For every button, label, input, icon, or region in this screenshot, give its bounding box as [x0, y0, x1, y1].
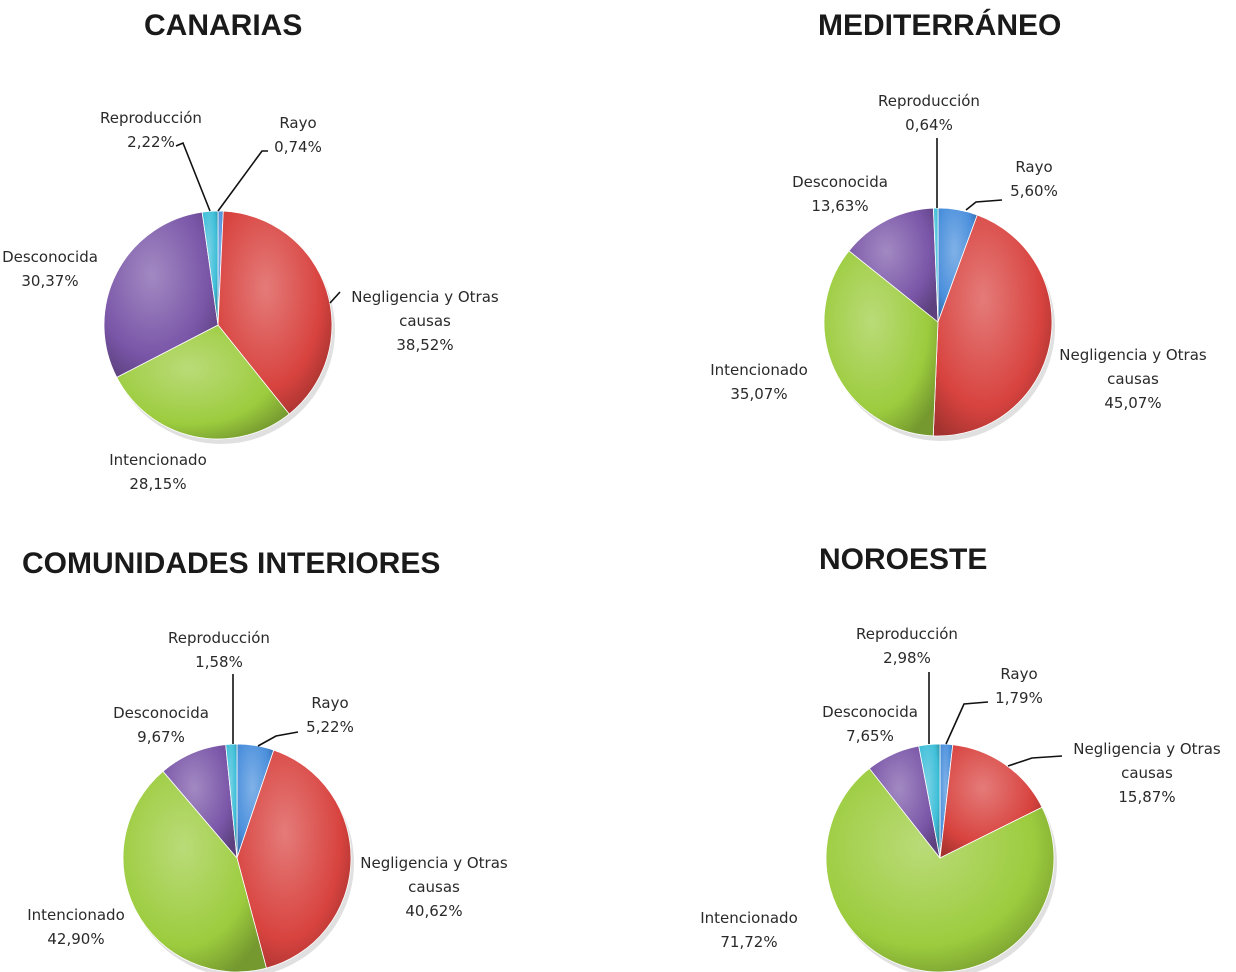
- slice-label-negligencia-y-otras-causas: Negligencia y Otras causas 40,62%: [360, 854, 508, 920]
- leader-line-rayo: [945, 701, 989, 745]
- pie-slice-negligencia-y-otras-causas: [932, 214, 1053, 437]
- pie-slice-desconocida: [103, 211, 219, 378]
- chart-title: MEDITERRÁNEO: [818, 9, 1062, 42]
- slice-label-desconocida: Desconocida 30,37%: [2, 248, 98, 290]
- leader-line-rayo: [965, 199, 1003, 211]
- pie-slice-reproduccion: [918, 743, 941, 859]
- leader-line-negligencia-y-otras-causas: [1007, 755, 1063, 767]
- pie-chart-mediterraneo: Rayo 5,60% Negligencia y Otras causas 45,07%…: [710, 92, 1207, 441]
- pie-chart-comunidades-interiores: Rayo 5,22% Negligencia y Otras causas 40,62%…: [27, 629, 508, 972]
- pie-slice-reproduccion: [933, 207, 939, 323]
- pie-slice-negligencia-y-otras-causas: [217, 210, 333, 415]
- slice-label-reproduccion: Reproducción 2,22%: [100, 109, 202, 151]
- pie-chart-canarias: Rayo 0,74% Negligencia y Otras causas 38,52%…: [2, 109, 499, 493]
- slice-label-desconocida: Desconocida 7,65%: [822, 703, 918, 745]
- slice-label-negligencia-y-otras-causas: Negligencia y Otras causas 15,87%: [1073, 740, 1221, 806]
- leader-line-negligencia-y-otras-causas: [329, 291, 341, 304]
- slice-label-rayo: Rayo 5,60%: [1010, 158, 1058, 200]
- pie-slice-reproduccion: [225, 743, 238, 859]
- slice-label-intencionado: Intencionado 71,72%: [700, 909, 798, 951]
- leader-line-reproduccion: [175, 141, 211, 212]
- chart-title: NOROESTE: [819, 543, 988, 576]
- slice-label-rayo: Rayo 0,74%: [274, 114, 322, 156]
- chart-title: COMUNIDADES INTERIORES: [22, 547, 441, 580]
- pie-slice-negligencia-y-otras-causas: [236, 749, 352, 969]
- pie-slice-intencionado: [825, 767, 1055, 972]
- pie-slice-reproduccion: [201, 210, 219, 326]
- chart-panel-mediterraneo: MEDITERRÁNEO Rayo 5,60% Negligencia y Otra…: [618, 0, 1236, 486]
- pie-slice-desconocida: [848, 207, 939, 323]
- slice-label-reproduccion: Reproducción 0,64%: [878, 92, 980, 134]
- slice-label-reproduccion: Reproducción 2,98%: [856, 625, 958, 667]
- chart-title: CANARIAS: [144, 9, 303, 42]
- slice-label-intencionado: Intencionado 35,07%: [710, 361, 808, 403]
- slice-label-desconocida: Desconocida 9,67%: [113, 704, 209, 746]
- leader-line-rayo: [217, 150, 268, 212]
- slice-label-rayo: Rayo 5,22%: [306, 694, 354, 736]
- slice-label-negligencia-y-otras-causas: Negligencia y Otras causas 45,07%: [1059, 346, 1207, 412]
- slice-label-reproduccion: Reproducción 1,58%: [168, 629, 270, 671]
- slice-label-intencionado: Intencionado 28,15%: [109, 451, 207, 493]
- slice-label-intencionado: Intencionado 42,90%: [27, 906, 125, 948]
- chart-panel-canarias: CANARIAS Rayo 0,74% Negligencia y Otras cau…: [0, 0, 618, 493]
- leader-line-rayo: [257, 731, 299, 747]
- pie-chart-noroeste: Rayo 1,79% Negligencia y Otras causas 15,87%…: [700, 625, 1221, 972]
- pie-slice-intencionado: [116, 324, 290, 440]
- pie-slice-intencionado: [823, 250, 939, 437]
- chart-panel-comunidades-interiores: COMUNIDADES INTERIORES Rayo 5,22% Negligen…: [0, 486, 618, 972]
- slice-label-rayo: Rayo 1,79%: [995, 665, 1043, 707]
- slice-label-negligencia-y-otras-causas: Negligencia y Otras causas 38,52%: [351, 288, 499, 354]
- pie-slice-negligencia-y-otras-causas: [939, 744, 1043, 859]
- slice-label-desconocida: Desconocida 13,63%: [792, 173, 888, 215]
- chart-panel-noroeste: NOROESTE Rayo 1,79% Negligencia y Otras cau…: [618, 486, 1236, 972]
